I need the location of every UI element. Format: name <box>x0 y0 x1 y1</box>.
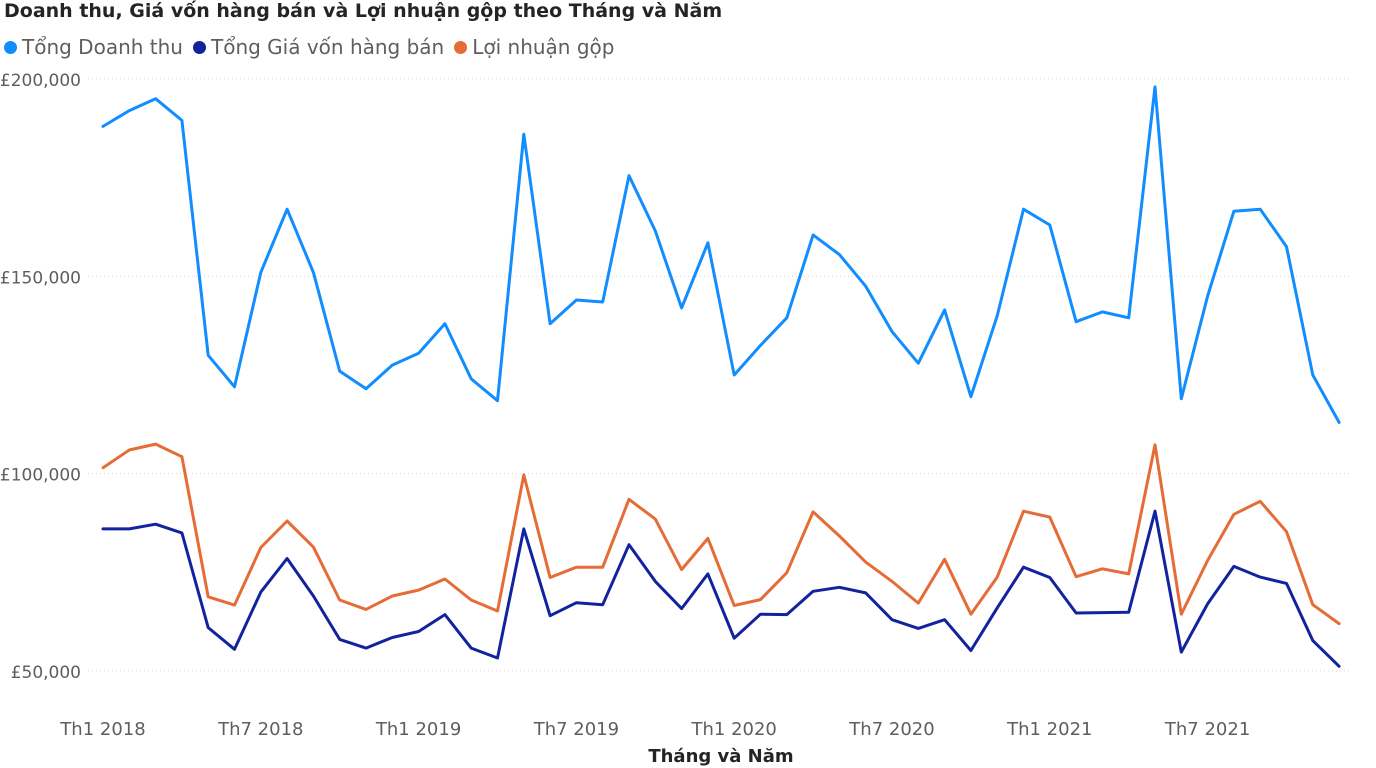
series-line-revenue[interactable] <box>101 85 1341 424</box>
series-lines <box>101 85 1341 668</box>
x-tick-label: Th1 2020 <box>691 719 777 740</box>
legend-label-revenue: Tổng Doanh thu <box>22 35 183 59</box>
x-tick-label: Th1 2018 <box>59 719 145 740</box>
y-tick-label: £150,000 <box>0 268 81 288</box>
x-tick-label: Th1 2019 <box>375 719 461 740</box>
x-axis-title: Tháng và Năm <box>648 746 793 767</box>
series-line-cogs[interactable] <box>101 509 1341 668</box>
legend-marker-revenue <box>4 40 17 54</box>
legend-label-gross-profit: Lợi nhuận gộp <box>472 35 615 59</box>
x-tick-label: Th7 2018 <box>217 719 303 740</box>
y-tick-label: £100,000 <box>0 466 81 486</box>
legend-marker-cogs <box>192 40 206 54</box>
y-tick-label: £50,000 <box>11 663 81 683</box>
legend-item-cogs[interactable]: Tổng Giá vốn hàng bán <box>192 35 445 59</box>
chart-legend: Tổng Doanh thu Tổng Giá vốn hàng bán Lợi… <box>4 35 624 59</box>
x-axis: Th1 2018 Th7 2018 Th1 2019 Th7 2019 Th1 2020… <box>59 719 1250 740</box>
legend-item-gross-profit[interactable]: Lợi nhuận gộp <box>454 35 614 59</box>
x-tick-label: Th7 2021 <box>1164 719 1250 740</box>
legend-marker-gross-profit <box>454 40 468 54</box>
x-tick-label: Th7 2019 <box>533 719 619 740</box>
x-tick-label: Th1 2021 <box>1006 719 1092 740</box>
series-line-gross-profit[interactable] <box>101 442 1341 626</box>
legend-item-revenue[interactable]: Tổng Doanh thu <box>4 35 183 59</box>
gridlines <box>88 78 1352 672</box>
legend-label-cogs: Tổng Giá vốn hàng bán <box>210 35 445 59</box>
x-tick-label: Th7 2020 <box>848 719 934 740</box>
y-axis: £50,000 £100,000 £150,000 £200,000 <box>0 71 81 683</box>
chart-title: Doanh thu, Giá vốn hàng bán và Lợi nhuận… <box>4 0 723 22</box>
y-tick-label: £200,000 <box>0 71 81 91</box>
